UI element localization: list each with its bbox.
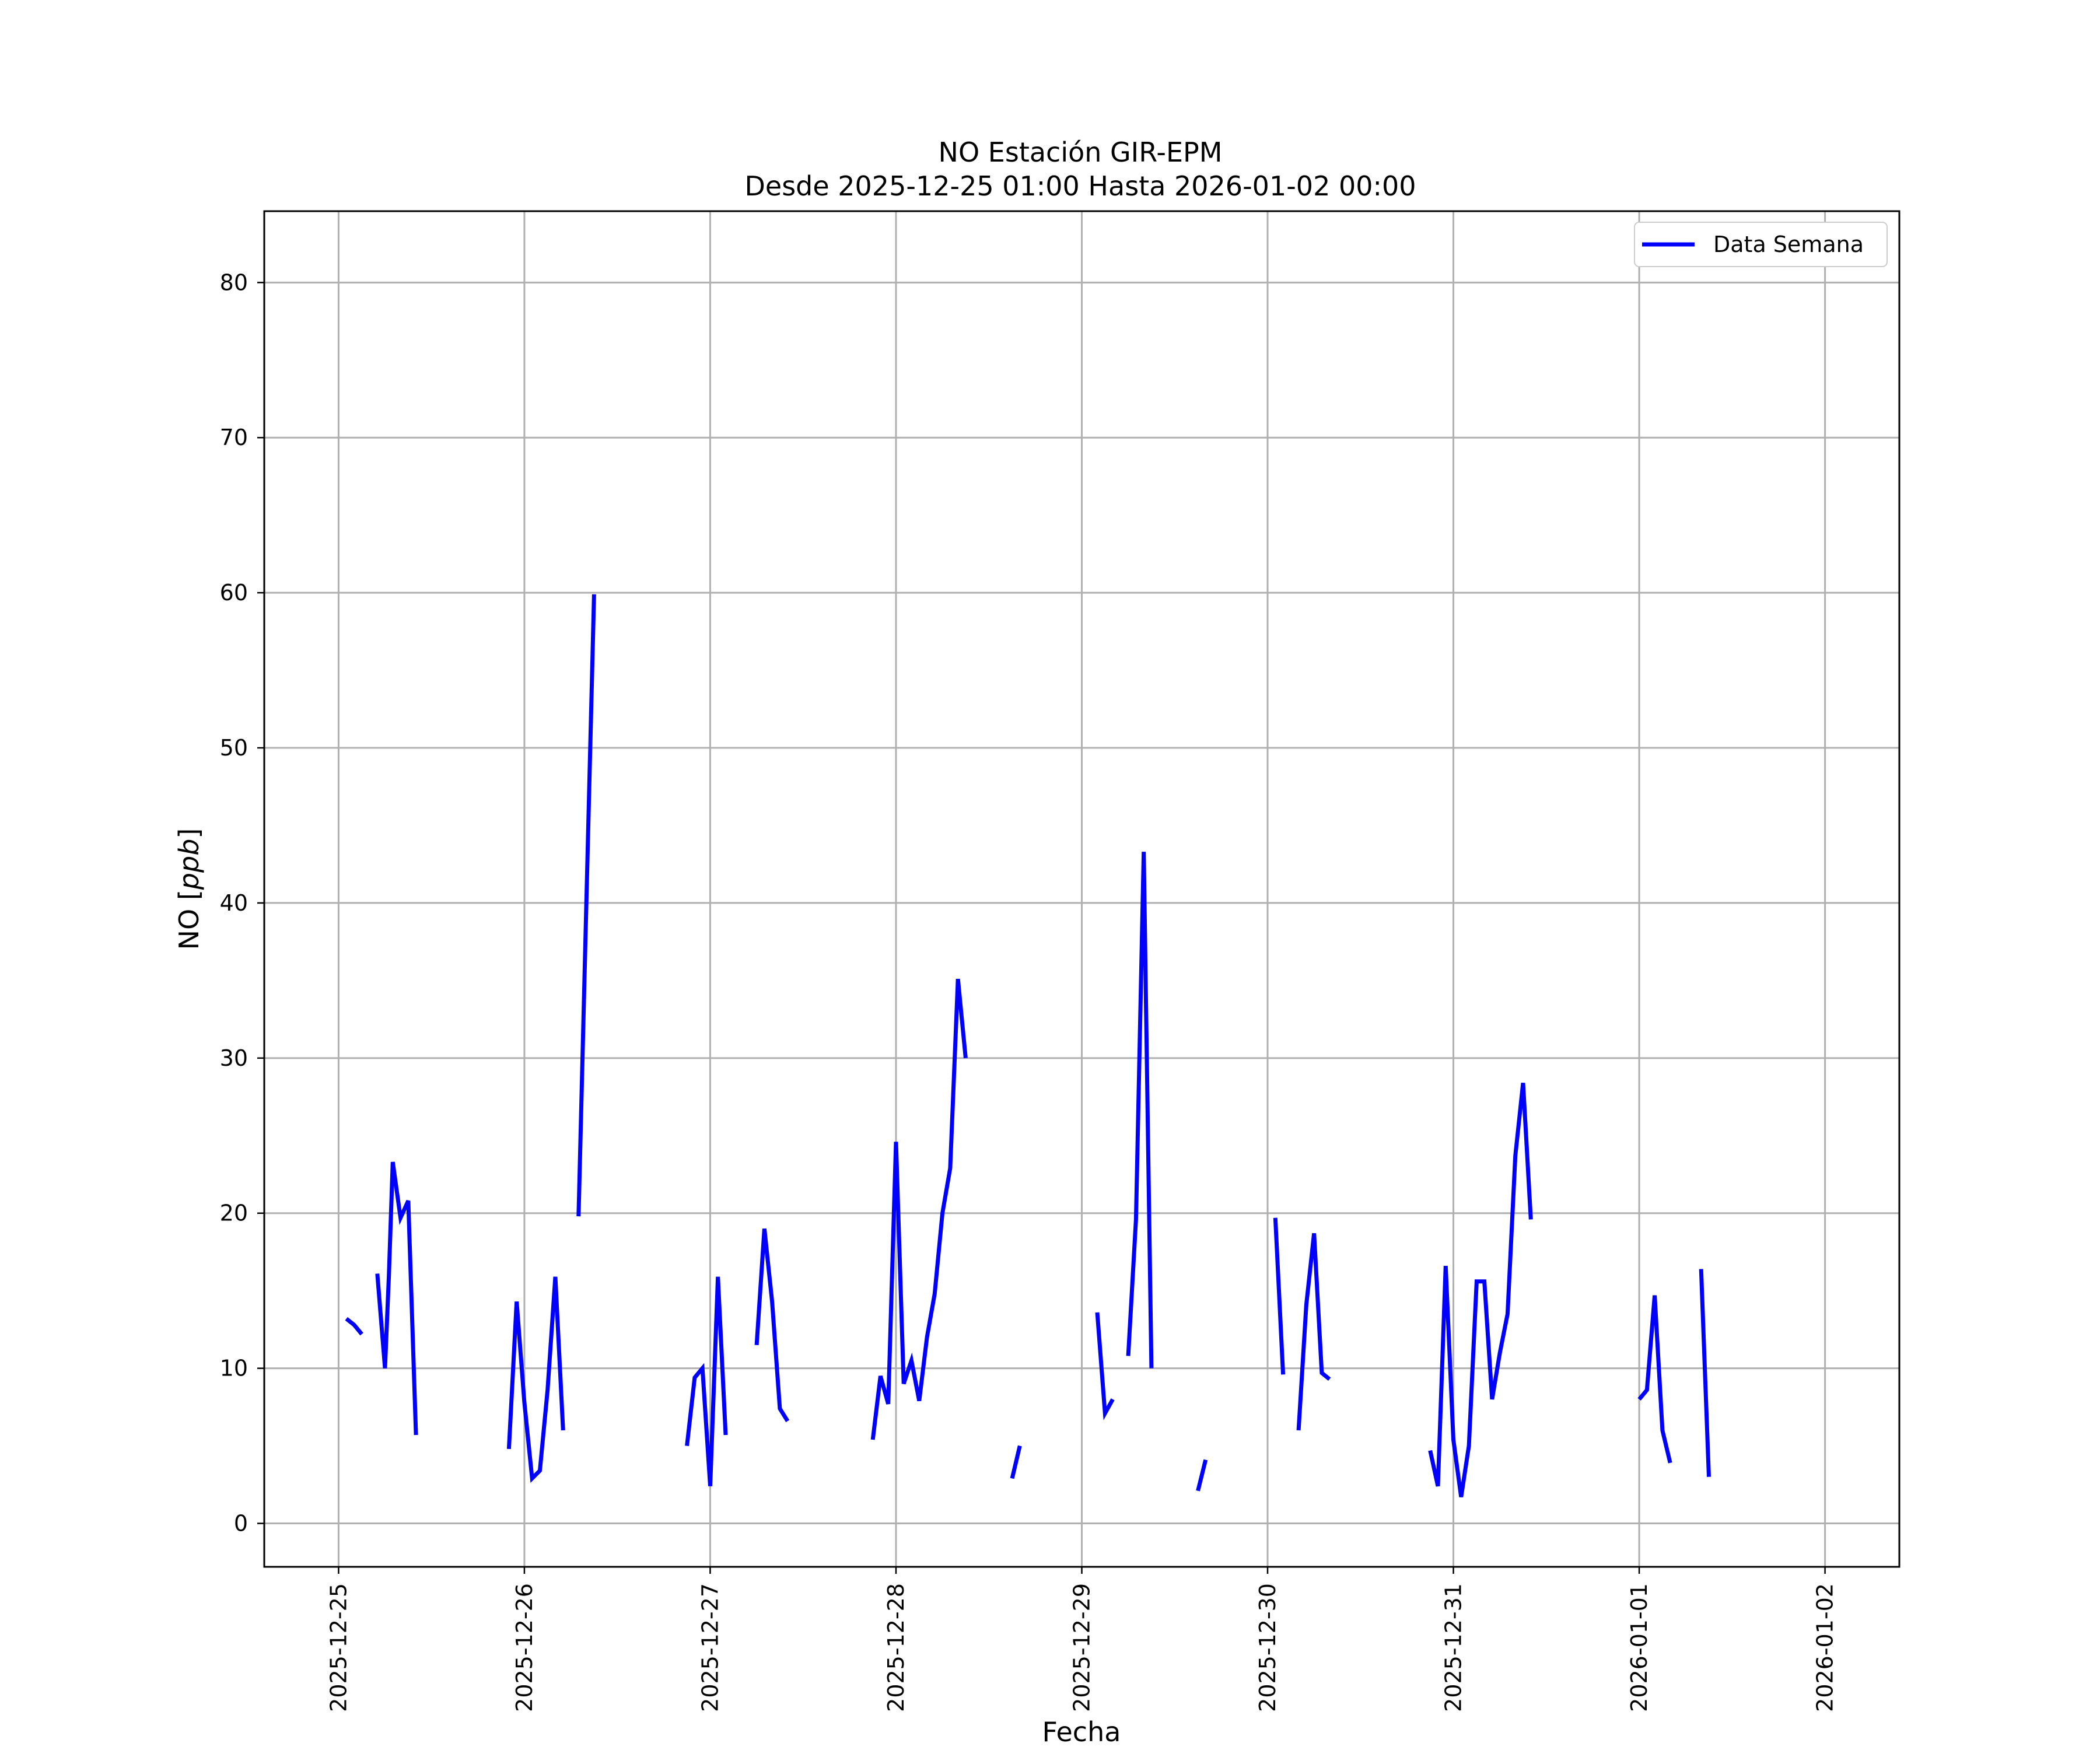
series-line-segment <box>1095 1312 1115 1420</box>
series-line-segment <box>1010 1445 1022 1479</box>
series-line-segment <box>1126 852 1154 1368</box>
series-line-segment <box>754 1228 790 1422</box>
series-layer <box>345 594 1711 1497</box>
series-line-segment <box>685 1276 728 1486</box>
y-axis: 0 10 20 30 40 50 60 70 80 <box>220 270 264 1536</box>
series-line-segment <box>1273 1217 1286 1375</box>
x-axis-label: Fecha <box>1042 1716 1121 1748</box>
y-axis-label-prefix: NO [ <box>173 890 205 950</box>
legend: Data Semana <box>1634 222 1888 267</box>
series-line-segment <box>1637 1295 1672 1464</box>
x-axis: 2025-12-25 2025-12-26 2025-12-27 2025-12-28… <box>326 1567 1838 1712</box>
y-tick-label: 40 <box>220 890 248 916</box>
y-axis-label-suffix: ] <box>173 828 205 839</box>
series-line-segment <box>345 1317 363 1336</box>
y-tick-label: 0 <box>234 1511 248 1536</box>
chart-subtitle: Desde 2025-12-25 01:00 Hasta 2026-01-02 … <box>744 170 1416 202</box>
y-axis-label: NO [ppb] <box>173 828 205 950</box>
series-line-segment <box>1196 1459 1208 1492</box>
y-tick-label: 20 <box>220 1200 248 1226</box>
y-tick-label: 50 <box>220 735 248 761</box>
series-line-segment <box>506 1276 565 1483</box>
x-tick-label: 2025-12-27 <box>697 1583 723 1712</box>
grid <box>264 211 1899 1567</box>
y-tick-label: 60 <box>220 580 248 606</box>
y-tick-label: 10 <box>220 1356 248 1381</box>
y-tick-label: 70 <box>220 425 248 450</box>
series-line-segment <box>375 1161 418 1436</box>
legend-label: Data Semana <box>1713 232 1864 257</box>
x-tick-label: 2026-01-01 <box>1626 1583 1652 1712</box>
series-line-segment <box>870 978 968 1440</box>
y-tick-label: 30 <box>220 1045 248 1071</box>
series-line-segment <box>1296 1233 1331 1431</box>
x-tick-label: 2025-12-28 <box>883 1583 909 1712</box>
series-line-segment <box>1428 1083 1533 1497</box>
series-line-segment <box>576 594 596 1217</box>
x-tick-label: 2025-12-25 <box>326 1583 351 1712</box>
x-tick-label: 2025-12-30 <box>1255 1583 1280 1712</box>
series-line-segment <box>1699 1269 1711 1477</box>
x-tick-label: 2026-01-02 <box>1812 1583 1838 1712</box>
legend-box <box>1634 222 1888 267</box>
chart-title: NO Estación GIR-EPM <box>939 136 1223 168</box>
x-tick-label: 2025-12-26 <box>512 1583 537 1712</box>
x-tick-label: 2025-12-29 <box>1069 1583 1095 1712</box>
y-tick-label: 80 <box>220 270 248 295</box>
y-axis-label-unit: ppb <box>173 839 205 891</box>
x-tick-label: 2025-12-31 <box>1441 1583 1466 1712</box>
